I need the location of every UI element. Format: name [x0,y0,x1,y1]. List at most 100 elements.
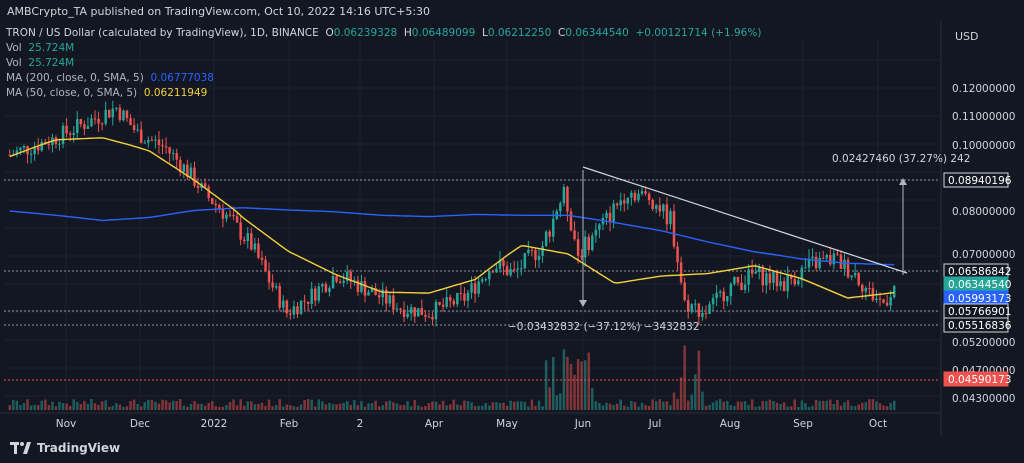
volume-bar [132,399,136,410]
volume-bar [260,402,264,410]
volume-bar [44,399,47,410]
candle-body [207,186,210,199]
volume-bar [868,399,871,410]
volume-bar [246,401,250,410]
volume-bar [324,404,328,410]
candle-body [502,260,505,267]
candle-body [33,146,36,155]
volume-bar [683,345,686,410]
candle-body [29,154,33,156]
volume-bar [434,401,438,410]
volume-bar [861,402,864,410]
volume-bar [83,401,86,410]
tradingview-logo[interactable]: TradingView [10,441,120,455]
volume-bar [750,399,754,410]
candle-body [68,133,72,135]
candle-body [331,276,335,289]
candle-body [775,270,779,287]
volume-bar [505,406,509,410]
price-tag-label: 0.05993173 [948,293,1011,305]
candle-body [125,110,129,119]
candle-body [583,236,587,258]
volume-bar [537,400,541,410]
volume-bar [747,404,750,410]
volume-bar [19,405,22,410]
candle-body [93,118,97,120]
candle-body [282,300,285,308]
candle-body [566,187,569,212]
volume-bar [168,402,171,410]
volume-bar [22,403,26,410]
volume-bar [470,402,473,410]
measure-arrowhead [899,178,907,185]
candle-body [573,230,576,240]
candle-body [569,211,573,231]
volume-bar [804,403,807,410]
volume-bar [853,406,857,410]
candle-body [203,183,207,187]
candle-body [150,139,154,141]
candle-body [626,197,630,204]
measure-arrowhead [579,300,587,307]
candle-body [143,142,146,144]
ma50-row[interactable]: MA (50, close, 0, SMA, 5) 0.06211949 [6,86,761,101]
candle-body [296,306,299,315]
ma50-line [9,137,895,299]
vol-label: Vol [6,57,22,69]
volume-bar [718,399,722,410]
volume-bar [473,406,477,410]
currency-label[interactable]: USD [955,30,979,43]
high-value: 0.06489099 [411,27,476,39]
time-tick: May [496,418,518,430]
candle-body [235,216,239,223]
volume-bar [647,405,651,410]
low-value: 0.06212250 [487,27,552,39]
candle-body [498,260,502,269]
candle-body [861,284,864,292]
candle-body [182,164,186,173]
candle-body [793,279,797,285]
candle-body [377,295,381,298]
candle-body [548,231,551,237]
volume-row-1[interactable]: Vol 25.724M [6,41,761,56]
volume-row-2[interactable]: Vol 25.724M [6,56,761,71]
volume-bar [29,405,33,410]
candle-body [484,279,487,281]
volume-bar [779,404,782,410]
candle-body [118,107,122,121]
volume-bar [40,400,43,410]
candle-body [733,276,736,284]
volume-bar [562,349,566,410]
volume-bar [605,402,608,410]
volume-bar [729,405,733,410]
volume-bar [253,404,257,410]
time-tick: 2 [357,418,364,430]
volume-bar [679,377,683,410]
candle-body [90,118,93,127]
volume-bar [445,405,448,410]
candle-body [399,308,402,310]
candle-body [654,205,658,209]
ma200-row[interactable]: MA (200, close, 0, SMA, 5) 0.06777038 [6,71,761,86]
ma200-line [9,207,895,266]
measure-down-label: −0.03432832 (−37.12%) −3432832 [508,321,700,333]
volume-bar [587,352,590,410]
candle-body [882,299,885,303]
volume-bar [821,400,825,410]
price-tick: 0.12000000 [952,83,1015,95]
candle-body [15,150,19,155]
candle-body [260,257,264,260]
volume-bar [463,400,466,410]
volume-bar [761,400,765,410]
volume-bar [306,399,310,410]
volume-bar [758,406,761,410]
volume-bar [800,400,804,410]
candle-body [608,212,612,223]
volume-bar [875,401,878,410]
volume-bar [452,399,456,410]
symbol-title[interactable]: TRON / US Dollar (calculated by TradingV… [6,27,319,39]
candle-body [385,289,388,304]
volume-bar [303,400,306,410]
candle-body [615,203,619,206]
